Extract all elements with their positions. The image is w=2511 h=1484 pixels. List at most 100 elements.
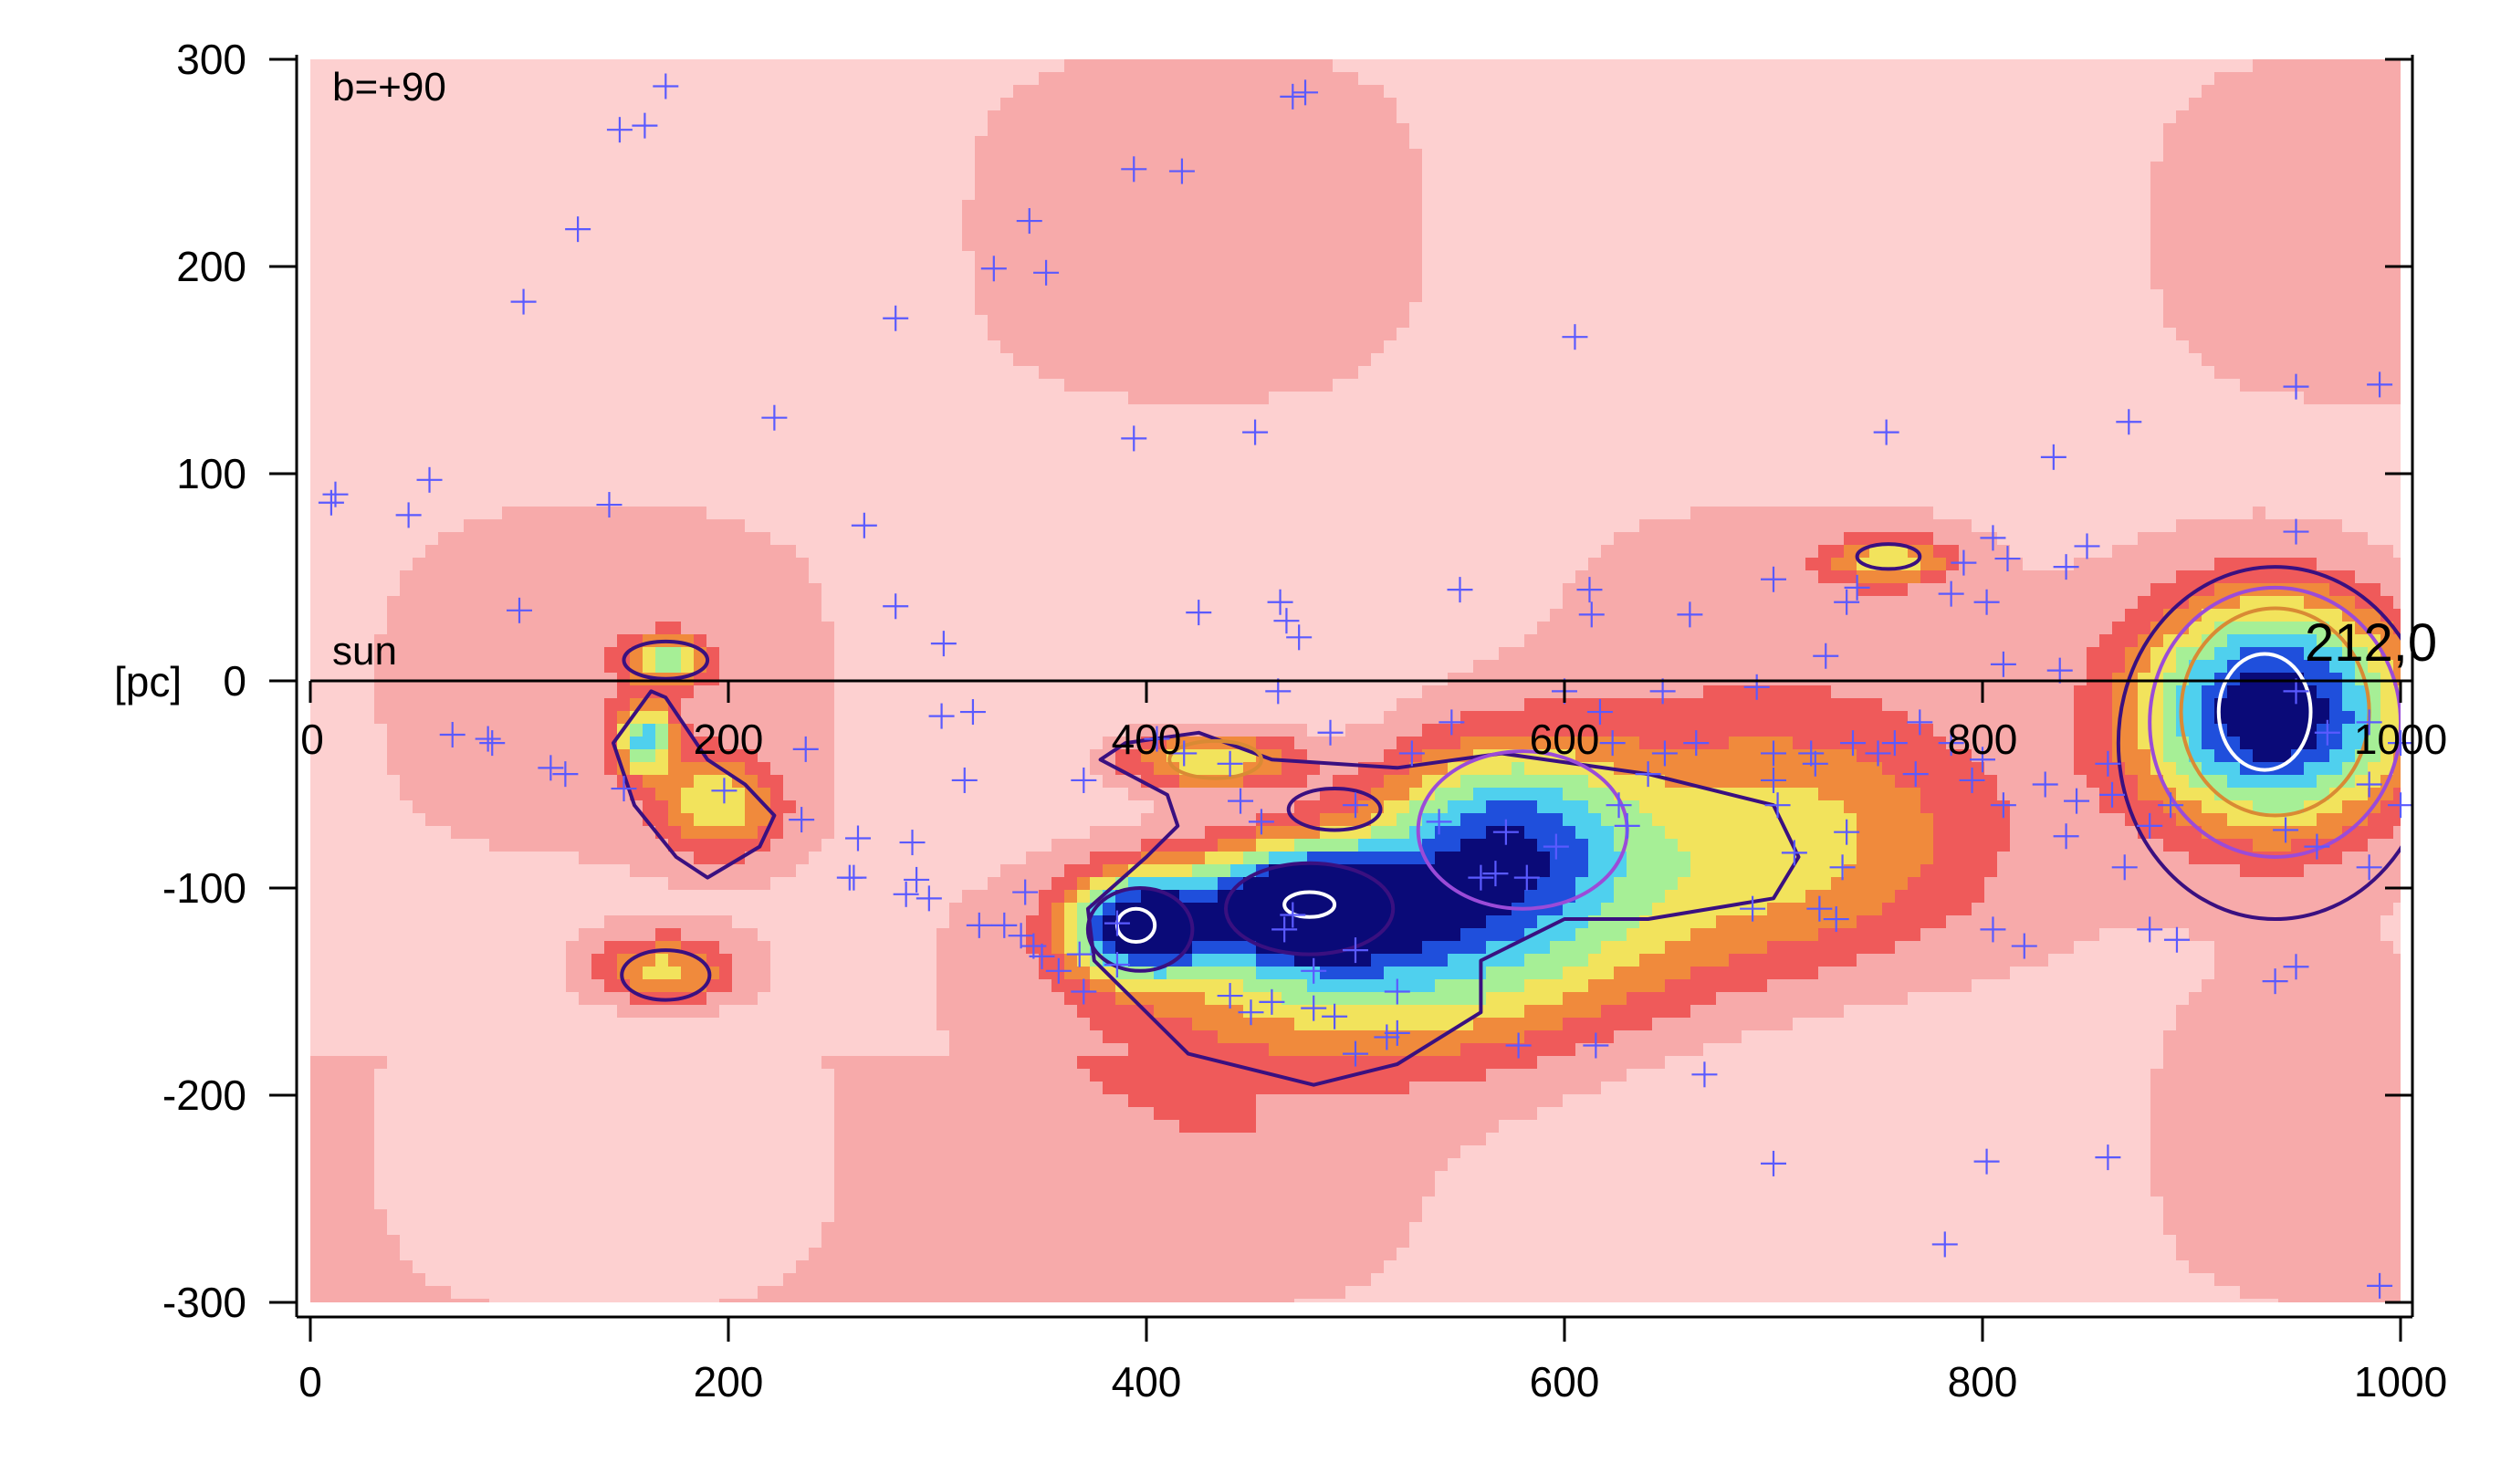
heat-cell <box>1780 379 1794 392</box>
heat-cell <box>1524 136 1538 150</box>
heat-cell <box>860 110 874 124</box>
heat-cell <box>2304 264 2317 277</box>
heat-cell <box>1575 392 1589 405</box>
heat-cell <box>1256 123 1270 137</box>
heat-cell <box>528 200 541 214</box>
heat-cell <box>1805 328 1819 341</box>
heat-cell <box>2329 302 2343 316</box>
heat-cell <box>1588 85 1602 99</box>
heat-cell <box>361 340 375 354</box>
heat-cell <box>1243 213 1257 226</box>
heat-cell <box>579 200 592 214</box>
heat-cell <box>770 238 784 252</box>
heat-cell <box>1154 174 1167 188</box>
heat-cell <box>2380 200 2394 214</box>
heat-cell <box>1345 59 1359 73</box>
heat-cell <box>1115 213 1129 226</box>
heat-cell <box>1563 225 1576 239</box>
heat-cell <box>2138 162 2151 175</box>
heat-cell <box>2074 59 2087 73</box>
heat-cell <box>323 251 337 265</box>
heat-cell <box>630 98 643 111</box>
heat-cell <box>2240 187 2254 201</box>
heat-cell <box>1857 98 1870 111</box>
heat-cell <box>924 200 937 214</box>
heat-cell <box>1282 98 1295 111</box>
heat-cell <box>438 213 452 226</box>
heat-cell <box>2393 302 2401 316</box>
heat-cell <box>1499 98 1512 111</box>
heat-cell <box>2035 110 2049 124</box>
heat-cell <box>1869 289 1883 303</box>
heat-cell <box>1230 264 1244 277</box>
heat-cell <box>936 289 950 303</box>
heat-cell <box>1882 200 1896 214</box>
heat-cell <box>1486 213 1500 226</box>
heat-cell <box>898 213 912 226</box>
heat-cell <box>1358 404 1372 418</box>
heat-cell <box>1307 264 1321 277</box>
heat-cell <box>1805 379 1819 392</box>
heat-cell <box>2393 187 2401 201</box>
heat-cell <box>1000 251 1014 265</box>
heat-cell <box>1218 315 1231 329</box>
heat-cell <box>1499 200 1512 214</box>
heat-cell <box>2099 136 2113 150</box>
heat-cell <box>361 110 375 124</box>
heat-cell <box>1550 430 1564 444</box>
heat-cell <box>1051 417 1065 431</box>
heat-cell <box>540 85 554 99</box>
heat-cell <box>758 213 771 226</box>
heat-cell <box>1486 136 1500 150</box>
heat-cell <box>2329 59 2343 73</box>
heat-cell <box>847 149 861 162</box>
heat-cell <box>579 123 592 137</box>
heat-cell <box>591 123 605 137</box>
heat-cell <box>2163 315 2177 329</box>
heat-cell <box>1729 404 1742 418</box>
heat-cell <box>400 417 413 431</box>
heat-cell <box>1703 200 1717 214</box>
heat-cell <box>1269 392 1282 405</box>
heat-cell <box>1115 417 1129 431</box>
heat-cell <box>2393 162 2401 175</box>
heat-cell <box>694 340 707 354</box>
heat-cell <box>1307 417 1321 431</box>
heat-cell <box>1831 340 1845 354</box>
heat-cell <box>2304 392 2317 405</box>
heat-cell <box>1345 98 1359 111</box>
heat-cell <box>2265 251 2279 265</box>
heat-cell <box>1537 110 1551 124</box>
heat-cell <box>936 404 950 418</box>
heat-cell <box>988 340 1001 354</box>
heat-cell <box>1294 123 1308 137</box>
heat-cell <box>1179 277 1193 290</box>
heat-cell <box>1524 392 1538 405</box>
heat-cell <box>1984 59 1998 73</box>
heat-cell <box>924 162 937 175</box>
heat-cell <box>2253 213 2266 226</box>
heat-cell <box>1000 110 1014 124</box>
heat-cell <box>988 328 1001 341</box>
heat-cell <box>374 200 388 214</box>
heat-cell <box>1869 238 1883 252</box>
heat-cell <box>1601 85 1615 99</box>
heat-cell <box>1857 72 1870 86</box>
heat-cell <box>1422 225 1436 239</box>
heat-cell <box>2163 264 2177 277</box>
heat-cell <box>323 59 337 73</box>
heat-cell <box>2074 430 2087 444</box>
heat-cell <box>1665 302 1679 316</box>
heat-cell <box>387 264 401 277</box>
heat-cell <box>1908 264 1921 277</box>
heat-cell <box>1371 110 1385 124</box>
heat-cell <box>2329 340 2343 354</box>
heat-cell <box>489 366 503 380</box>
heat-cell <box>962 72 976 86</box>
heat-cell <box>413 430 426 444</box>
heat-cell <box>1460 302 1474 316</box>
heat-cell <box>515 404 528 418</box>
heat-cell <box>1179 136 1193 150</box>
heat-cell <box>2253 366 2266 380</box>
heat-cell <box>1064 353 1078 367</box>
